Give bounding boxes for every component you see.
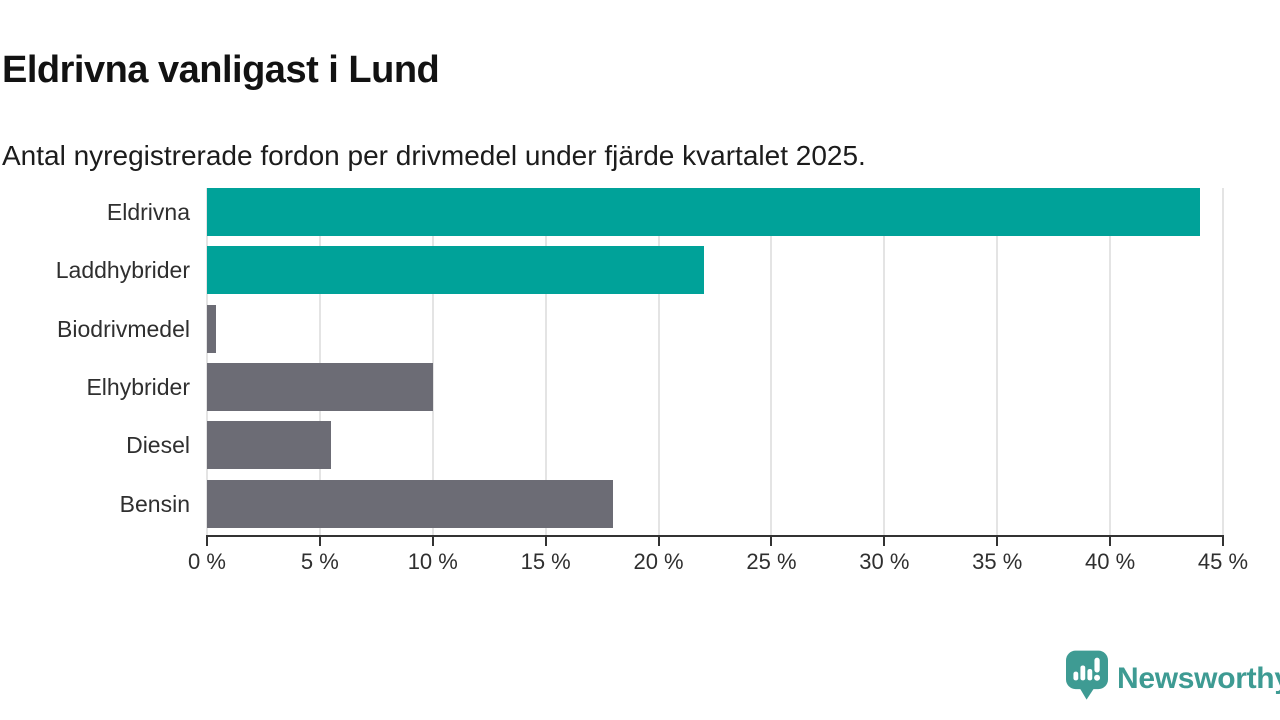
- newsworthy-logo[interactable]: Newsworthy: [1066, 650, 1280, 707]
- gridline-0: [206, 188, 208, 536]
- gridline-45: [1222, 188, 1224, 536]
- bar-bensin: [207, 479, 614, 528]
- x-tick-label-20: 20 %: [633, 549, 684, 574]
- x-tick-label-15: 15 %: [520, 549, 571, 574]
- x-tick-label-0: 0 %: [188, 549, 226, 574]
- x-tick-10: [431, 537, 434, 546]
- x-tick-label-10: 10 %: [407, 549, 458, 574]
- category-label-eldrivna: Eldrivna: [106, 199, 190, 225]
- chart-title: Eldrivna vanligast i Lund: [2, 49, 440, 92]
- bar-diesel: [207, 421, 332, 470]
- x-tick-40: [1109, 537, 1112, 546]
- gridline-5: [318, 188, 321, 536]
- gridline-25: [770, 188, 773, 536]
- x-tick-label-30: 30 %: [859, 549, 910, 574]
- category-label-laddhybrider: Laddhybrider: [55, 257, 190, 284]
- x-tick-label-25: 25 %: [746, 549, 797, 574]
- x-tick-35: [996, 537, 999, 546]
- x-tick-20: [657, 537, 660, 546]
- category-label-elhybrider: Elhybrider: [86, 373, 190, 400]
- gridline-10: [431, 188, 434, 536]
- x-tick-5: [318, 537, 321, 546]
- bar-eldrivna: [207, 188, 1201, 236]
- x-tick-15: [544, 537, 547, 546]
- gridline-15: [544, 188, 547, 536]
- bar-biodrivmedel: [207, 304, 217, 353]
- category-label-diesel: Diesel: [126, 432, 190, 459]
- category-axis: Eldrivna Laddhybrider Biodrivmedel Elhybrid…: [0, 188, 190, 536]
- category-label-biodrivmedel: Biodrivmedel: [57, 315, 190, 342]
- x-tick-label-35: 35 %: [972, 549, 1023, 574]
- gridline-30: [883, 188, 886, 536]
- x-tick-25: [770, 537, 773, 546]
- x-tick-30: [883, 537, 886, 546]
- category-label-bensin: Bensin: [119, 490, 190, 517]
- gridline-35: [996, 188, 999, 536]
- x-tick-45: [1222, 537, 1224, 546]
- newsworthy-wordmark: Newsworthy: [1117, 661, 1280, 695]
- newsworthy-speech-bubble-bar-chart-icon: [1066, 650, 1108, 707]
- plot-area: [206, 188, 1224, 536]
- gridline-40: [1109, 188, 1112, 536]
- bar-laddhybrider: [207, 246, 704, 295]
- x-tick-0: [206, 537, 208, 546]
- x-axis-line: [206, 535, 1224, 537]
- x-tick-label-45: 45 %: [1197, 549, 1249, 574]
- x-tick-label-5: 5 %: [300, 549, 339, 574]
- chart-subtitle: Antal nyregistrerade fordon per drivmede…: [2, 140, 866, 171]
- bar-elhybrider: [207, 362, 433, 411]
- x-tick-label-40: 40 %: [1085, 549, 1136, 574]
- gridline-20: [657, 188, 660, 536]
